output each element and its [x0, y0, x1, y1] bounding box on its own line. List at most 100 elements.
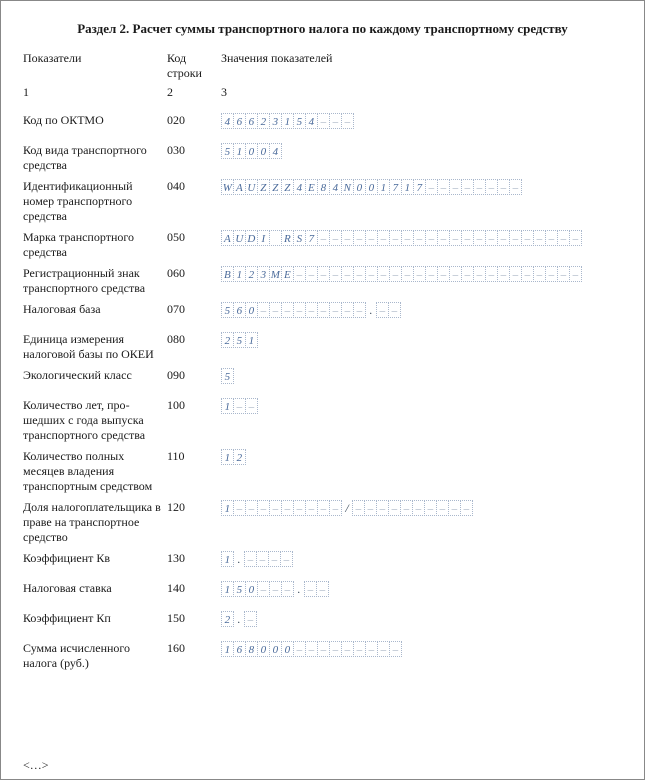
row-value: AUDI RS7––––––––––––––––––––––: [221, 227, 622, 263]
row-label: Коэффициент Кп: [23, 608, 163, 630]
row-code: 130: [167, 548, 217, 570]
row-code: 100: [167, 395, 217, 446]
separator: .: [234, 611, 244, 627]
col-sub-2: 2: [167, 83, 217, 110]
row-label: Налоговая база: [23, 299, 163, 321]
cell-group: 150–––: [221, 581, 294, 597]
col-header-3: Значения показателей: [221, 51, 622, 83]
row-value: 1.––––: [221, 548, 622, 570]
row-value: 560–––––––––.––: [221, 299, 622, 321]
row-value: 12: [221, 446, 622, 497]
row-code: 090: [167, 365, 217, 387]
row-gap: [23, 630, 163, 638]
row-value: 1––––––––– / ––––––––––: [221, 497, 622, 548]
row-value: 5: [221, 365, 622, 387]
separator: .: [234, 551, 244, 567]
cell: 2: [233, 449, 246, 465]
row-gap: [23, 321, 163, 329]
row-label: Код по ОКТМО: [23, 110, 163, 132]
cell: –: [460, 500, 473, 516]
row-label: Единица измерения налоговой базы по ОКЕИ: [23, 329, 163, 365]
cell: –: [389, 641, 402, 657]
cell-group: 2: [221, 611, 234, 627]
row-gap: [23, 600, 163, 608]
cell: 5: [221, 368, 234, 384]
section-title: Раздел 2. Расчет суммы транспортного нал…: [23, 21, 622, 37]
cell: –: [316, 581, 329, 597]
row-gap: [167, 600, 217, 608]
cell-group: WAUZZZ4E84N001717––––––––: [221, 179, 522, 195]
row-gap: [167, 321, 217, 329]
row-value: 1––: [221, 395, 622, 446]
row-label: Налоговая ставка: [23, 578, 163, 600]
cell-group: 1––: [221, 398, 258, 414]
cell: –: [509, 179, 522, 195]
row-gap: [221, 600, 622, 608]
row-value: 46623154–––: [221, 110, 622, 132]
cell: 2: [221, 611, 234, 627]
row-label: Доля налогоплатель­щика в праве на транс…: [23, 497, 163, 548]
separator: .: [366, 302, 376, 318]
row-gap: [221, 321, 622, 329]
row-code: 020: [167, 110, 217, 132]
row-gap: [221, 630, 622, 638]
cell-group: 5: [221, 368, 234, 384]
row-label: Коэффициент Кв: [23, 548, 163, 570]
form-grid: Показатели Код строки Значения показател…: [23, 51, 622, 674]
row-gap: [167, 630, 217, 638]
cell: –: [388, 302, 401, 318]
cell-group: ––––: [244, 551, 293, 567]
cell-group: 1–––––––––: [221, 500, 342, 516]
cell-group: AUDI RS7––––––––––––––––––––––: [221, 230, 582, 246]
cell: –: [569, 266, 582, 282]
cell-group: ––: [304, 581, 329, 597]
row-code: 140: [167, 578, 217, 600]
row-gap: [221, 132, 622, 140]
col-sub-1: 1: [23, 83, 163, 110]
row-value: 251: [221, 329, 622, 365]
cell: –: [281, 581, 294, 597]
cell: 1: [221, 551, 234, 567]
row-label: Регистрационный знак транспортного средс…: [23, 263, 163, 299]
cell: –: [341, 113, 354, 129]
row-gap: [23, 132, 163, 140]
row-gap: [167, 132, 217, 140]
row-gap: [167, 570, 217, 578]
row-label: Количество лет, про­шедших с года выпуск…: [23, 395, 163, 446]
col-sub-3: 3: [221, 83, 622, 110]
row-value: 150–––.––: [221, 578, 622, 600]
row-gap: [221, 387, 622, 395]
row-gap: [167, 387, 217, 395]
cell: 4: [269, 143, 282, 159]
page: Раздел 2. Расчет суммы транспортного нал…: [0, 0, 645, 780]
row-code: 040: [167, 176, 217, 227]
row-label: Экологический класс: [23, 365, 163, 387]
col-header-1: Показатели: [23, 51, 163, 83]
separator: .: [294, 581, 304, 597]
cell-group: –: [244, 611, 257, 627]
page-footer: <…>: [23, 758, 49, 773]
cell: –: [353, 302, 366, 318]
row-value: 51004: [221, 140, 622, 176]
row-label: Сумма исчисленного налога (руб.): [23, 638, 163, 674]
row-value: 168000–––––––––: [221, 638, 622, 674]
cell: –: [280, 551, 293, 567]
row-code: 050: [167, 227, 217, 263]
row-code: 080: [167, 329, 217, 365]
cell: –: [329, 500, 342, 516]
cell-group: ––: [376, 302, 401, 318]
row-label: Код вида транспортного средства: [23, 140, 163, 176]
col-header-2: Код строки: [167, 51, 217, 83]
cell-group: 46623154–––: [221, 113, 354, 129]
row-code: 110: [167, 446, 217, 497]
cell: –: [245, 398, 258, 414]
cell-group: 12: [221, 449, 246, 465]
row-code: 070: [167, 299, 217, 321]
cell-group: 560–––––––––: [221, 302, 366, 318]
row-value: B123ME––––––––––––––––––––––––: [221, 263, 622, 299]
row-label: Количество полных месяцев владения транс…: [23, 446, 163, 497]
row-code: 160: [167, 638, 217, 674]
row-code: 120: [167, 497, 217, 548]
cell-group: B123ME––––––––––––––––––––––––: [221, 266, 582, 282]
row-code: 150: [167, 608, 217, 630]
